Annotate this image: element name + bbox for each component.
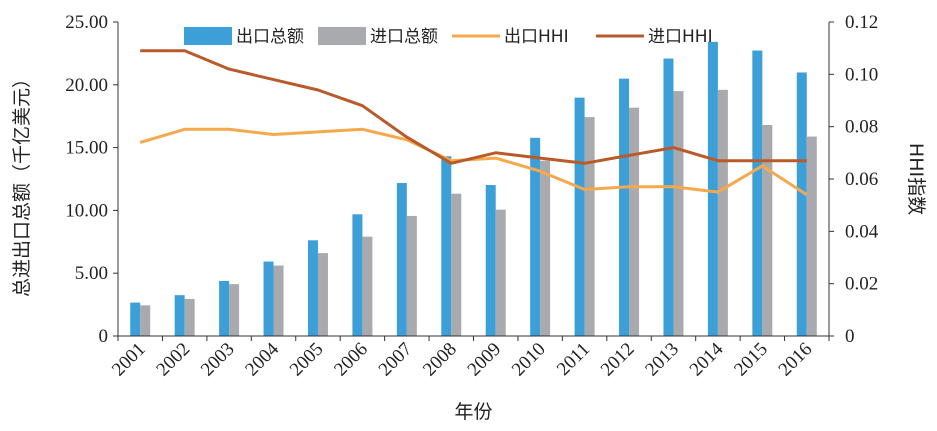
x-axis-title: 年份 — [454, 401, 492, 423]
legend-label-import-hhi: 进口HHI — [648, 27, 713, 47]
bars-layer — [130, 41, 817, 337]
bar-export-2001 — [130, 302, 141, 336]
legend-label-export-hhi: 出口HHI — [504, 27, 569, 47]
x-tick-label: 2015 — [730, 339, 772, 381]
x-tick-label: 2003 — [197, 339, 239, 381]
legend-swatch-import-total — [318, 27, 366, 45]
y-axis-title-left: 总进出口总额（千亿美元） — [11, 69, 33, 297]
line-export-hhi — [139, 127, 808, 196]
x-tick-label: 2013 — [641, 339, 683, 381]
line-import-hhi — [140, 49, 807, 165]
bar-import-2006 — [362, 236, 373, 336]
x-tick-label: 2007 — [375, 339, 417, 381]
y-tick-left-label: 20.00 — [65, 75, 108, 96]
lines-layer — [139, 49, 808, 196]
bar-export-2007 — [396, 183, 407, 336]
bar-import-2012 — [629, 107, 640, 336]
bar-import-2011 — [584, 117, 595, 337]
y-tick-right-label: 0.06 — [845, 169, 878, 190]
x-tick-label: 2006 — [330, 339, 372, 381]
legend-label-export-total: 出口总额 — [236, 27, 304, 47]
bar-export-2010 — [530, 137, 541, 336]
bar-export-2016 — [796, 72, 807, 336]
bar-import-2013 — [673, 91, 684, 336]
x-tick-label: 2011 — [553, 339, 594, 380]
y-tick-left-label: 5.00 — [75, 263, 108, 284]
bar-import-2015 — [762, 124, 773, 336]
x-tick-label: 2010 — [508, 339, 550, 381]
bar-export-2008 — [441, 156, 452, 336]
bar-import-2004 — [273, 265, 284, 336]
x-tick-label: 2009 — [464, 339, 506, 381]
y-tick-right-label: 0.02 — [845, 274, 878, 295]
bar-import-2002 — [184, 298, 195, 336]
bar-import-2014 — [717, 89, 728, 336]
legend-label-import-total: 进口总额 — [370, 27, 438, 47]
bar-import-2009 — [495, 209, 506, 336]
bar-import-2003 — [229, 284, 240, 336]
bar-import-2007 — [406, 215, 417, 336]
bar-import-2016 — [806, 136, 817, 336]
y-tick-right-label: 0.12 — [845, 12, 878, 33]
bar-export-2015 — [752, 50, 763, 336]
y-tick-left-label: 0 — [99, 326, 109, 347]
bar-export-2009 — [485, 185, 496, 336]
x-tick-label: 2016 — [775, 339, 817, 381]
bar-import-2010 — [540, 160, 551, 336]
y-tick-left-label: 25.00 — [65, 12, 108, 33]
x-tick-label: 2001 — [108, 339, 150, 381]
x-tick-label: 2014 — [686, 338, 728, 380]
bar-export-2013 — [663, 58, 674, 337]
bar-export-2003 — [219, 280, 230, 336]
y-axis-title-right: HHI指数 — [905, 143, 927, 215]
bar-export-2002 — [174, 295, 185, 336]
bar-export-2011 — [574, 97, 585, 336]
bar-import-2001 — [140, 305, 151, 336]
bar-import-2005 — [317, 253, 328, 336]
x-tick-label: 2004 — [241, 338, 283, 380]
bar-export-2012 — [619, 78, 630, 336]
x-tick-label: 2012 — [597, 339, 639, 381]
bar-export-2006 — [352, 214, 363, 336]
x-tick-label: 2002 — [152, 339, 194, 381]
y-tick-right-label: 0 — [845, 326, 855, 347]
y-tick-right-label: 0.08 — [845, 117, 878, 138]
bar-export-2004 — [263, 261, 274, 336]
bar-export-2014 — [707, 41, 718, 337]
y-tick-right-label: 0.04 — [845, 221, 879, 242]
legend-swatch-export-total — [184, 27, 232, 45]
y-tick-right-label: 0.10 — [845, 64, 878, 85]
legend: 出口总额 进口总额 出口HHI 进口HHI — [184, 27, 713, 47]
x-tick-label: 2008 — [419, 339, 461, 381]
bar-export-2005 — [307, 240, 318, 336]
bar-import-2008 — [451, 193, 462, 336]
x-tick-label: 2005 — [286, 339, 328, 381]
y-tick-left-label: 15.00 — [65, 138, 108, 159]
y-tick-left-label: 10.00 — [65, 200, 108, 221]
